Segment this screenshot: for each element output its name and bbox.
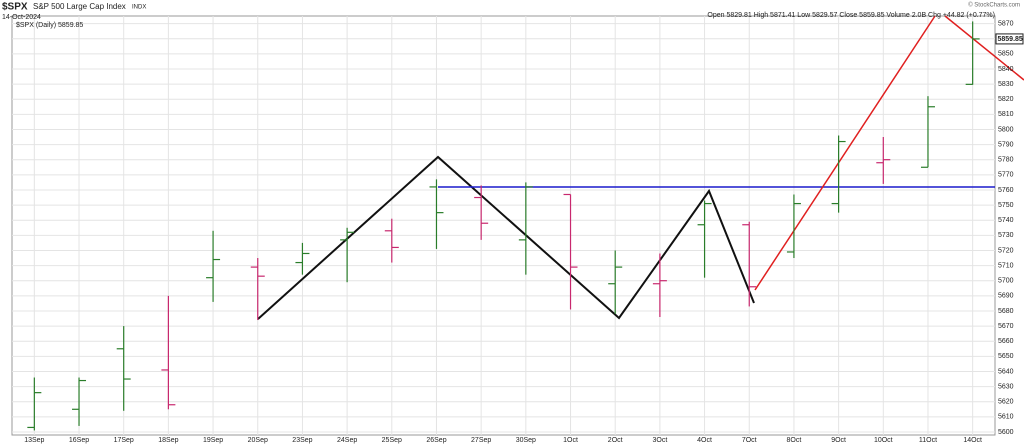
x-tick-label: 24Sep (337, 437, 357, 444)
x-tick-label: 23Sep (292, 437, 312, 444)
x-tick-label: 8Oct (787, 437, 802, 444)
subtitle: S&P 500 Large Cap Index (33, 2, 126, 11)
plot-frame (11, 15, 996, 436)
trend-line (944, 15, 1024, 81)
last-price-tag (995, 33, 1024, 45)
bars (27, 21, 980, 431)
y-tick-label: 5800 (998, 126, 1014, 133)
exchange: INDX (132, 5, 146, 11)
y-tick-label: 5720 (998, 247, 1014, 254)
legend: $SPX (Daily) 5859.85 (16, 22, 83, 29)
y-tick-label: 5820 (998, 96, 1014, 103)
y-tick-label: 5700 (998, 278, 1014, 285)
y-tick-label: 5870 (998, 20, 1014, 27)
y-tick-label: 5660 (998, 338, 1014, 345)
x-tick-label: 25Sep (382, 437, 402, 444)
y-tick-label: 5790 (998, 141, 1014, 148)
x-tick-label: 26Sep (426, 437, 446, 444)
date: 14-Oct-2024 (2, 14, 41, 21)
x-tick-label: 27Sep (471, 437, 491, 444)
y-tick-label: 5600 (998, 429, 1014, 436)
x-tick-label: 2Oct (608, 437, 623, 444)
y-tick-label: 5610 (998, 414, 1014, 421)
y-tick-label: 5690 (998, 293, 1014, 300)
x-tick-label: 20Sep (248, 437, 268, 444)
x-tick-label: 18Sep (158, 437, 178, 444)
x-tick-label: 1Oct (563, 437, 578, 444)
x-tick-label: 9Oct (831, 437, 846, 444)
quote: Open 5829.81 High 5871.41 Low 5829.57 Cl… (707, 12, 995, 19)
y-tick-label: 5620 (998, 399, 1014, 406)
x-tick-label: 13Sep (24, 437, 44, 444)
y-tick-label: 5780 (998, 157, 1014, 164)
y-tick-label: 5630 (998, 383, 1014, 390)
x-tick-label: 7Oct (742, 437, 757, 444)
zigzag-annotation (257, 155, 755, 320)
y-tick-label: 5760 (998, 187, 1014, 194)
x-tick-label: 11Oct (919, 437, 937, 444)
y-tick-label: 5750 (998, 202, 1014, 209)
y-tick-label: 5840 (998, 66, 1014, 73)
y-tick-label: 5670 (998, 323, 1014, 330)
x-tick-label: 10Oct (874, 437, 893, 444)
x-tick-label: 19Sep (203, 437, 223, 444)
y-tick-label: 5810 (998, 111, 1014, 118)
y-tick-label: 5850 (998, 51, 1014, 58)
y-tick-label: 5680 (998, 308, 1014, 315)
y-tick-label: 5710 (998, 262, 1014, 269)
last-price-label: 5859.85 (998, 36, 1023, 43)
credit: © StockCharts.com (968, 2, 1020, 9)
y-tick-label: 5730 (998, 232, 1014, 239)
x-tick-label: 4Oct (697, 437, 712, 444)
x-tick-label: 16Sep (69, 437, 89, 444)
x-tick-label: 17Sep (114, 437, 134, 444)
x-tick-label: 3Oct (652, 437, 667, 444)
x-tick-label: 14Oct (963, 437, 982, 444)
y-tick-label: 5640 (998, 368, 1014, 375)
grid (12, 16, 995, 435)
symbol: $SPX (2, 2, 28, 13)
y-tick-label: 5770 (998, 172, 1014, 179)
x-tick-label: 30Sep (516, 437, 536, 444)
y-tick-label: 5740 (998, 217, 1014, 224)
y-tick-label: 5830 (998, 81, 1014, 88)
trend-line (754, 15, 936, 291)
y-tick-label: 5650 (998, 353, 1014, 360)
